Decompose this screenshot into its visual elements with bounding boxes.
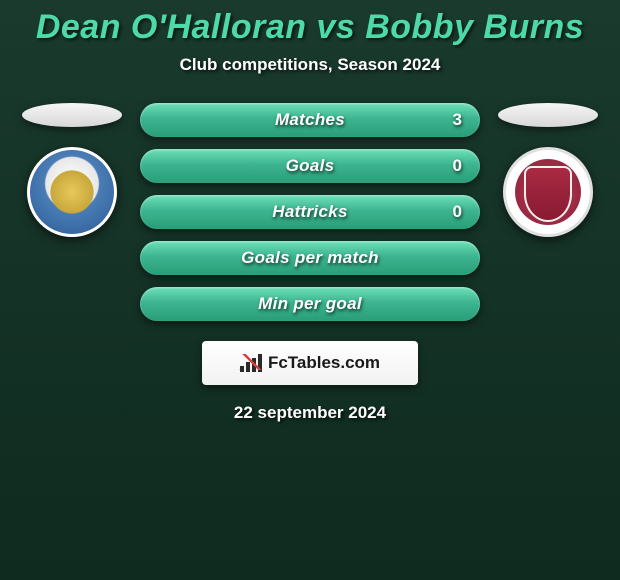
page-subtitle: Club competitions, Season 2024 [180, 55, 441, 75]
date-text: 22 september 2024 [234, 403, 386, 423]
page-title: Dean O'Halloran vs Bobby Burns [36, 8, 584, 47]
stat-row-matches: Matches 3 [140, 103, 480, 137]
stat-label: Goals [286, 156, 335, 176]
left-player-column [22, 103, 122, 237]
comparison-card: Dean O'Halloran vs Bobby Burns Club comp… [0, 0, 620, 423]
stat-row-hattricks: Hattricks 0 [140, 195, 480, 229]
right-player-column [498, 103, 598, 237]
club-badge-galway-icon [503, 147, 593, 237]
brand-badge[interactable]: FcTables.com [202, 341, 418, 385]
player-value-oval-left [22, 103, 122, 127]
stat-label: Min per goal [258, 294, 362, 314]
stat-label: Matches [275, 110, 345, 130]
stat-value-right: 3 [453, 110, 462, 130]
stat-value-right: 0 [453, 202, 462, 222]
stat-row-goals-per-match: Goals per match [140, 241, 480, 275]
main-row: Matches 3 Goals 0 Hattricks 0 Goals per … [0, 103, 620, 321]
stat-row-goals: Goals 0 [140, 149, 480, 183]
player-value-oval-right [498, 103, 598, 127]
club-badge-waterford-icon [27, 147, 117, 237]
stat-label: Hattricks [272, 202, 347, 222]
chart-icon [240, 354, 262, 372]
stats-column: Matches 3 Goals 0 Hattricks 0 Goals per … [140, 103, 480, 321]
brand-text: FcTables.com [268, 353, 380, 373]
stat-row-min-per-goal: Min per goal [140, 287, 480, 321]
stat-label: Goals per match [241, 248, 379, 268]
stat-value-right: 0 [453, 156, 462, 176]
